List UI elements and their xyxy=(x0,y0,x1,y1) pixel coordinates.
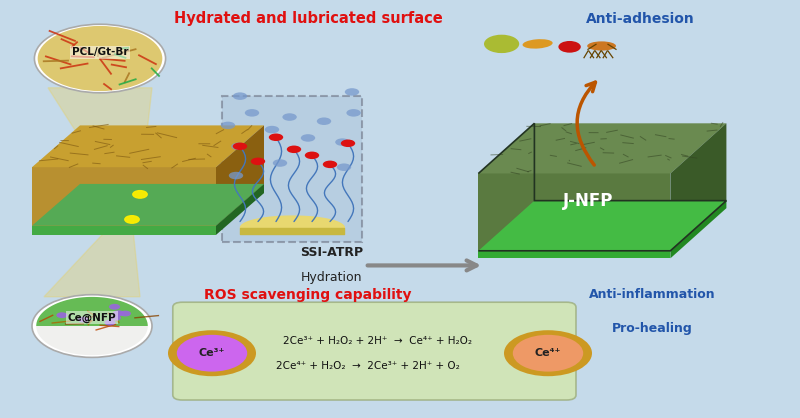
Text: Ce⁴⁺: Ce⁴⁺ xyxy=(535,348,561,358)
Circle shape xyxy=(265,126,279,133)
Circle shape xyxy=(120,311,131,316)
Text: Hydrated and lubricated surface: Hydrated and lubricated surface xyxy=(174,11,442,26)
Circle shape xyxy=(245,109,259,117)
FancyBboxPatch shape xyxy=(173,302,576,400)
Circle shape xyxy=(229,172,243,179)
Circle shape xyxy=(34,24,166,93)
Circle shape xyxy=(335,138,350,146)
Polygon shape xyxy=(32,125,264,167)
Circle shape xyxy=(177,335,247,372)
Polygon shape xyxy=(478,251,670,258)
Text: Ce@NFP: Ce@NFP xyxy=(68,313,116,323)
Circle shape xyxy=(484,35,519,53)
Circle shape xyxy=(345,88,359,96)
Polygon shape xyxy=(241,216,345,228)
Text: 2Ce⁴⁺ + H₂O₂  →  2Ce³⁺ + 2H⁺ + O₂: 2Ce⁴⁺ + H₂O₂ → 2Ce³⁺ + 2H⁺ + O₂ xyxy=(276,361,460,371)
Polygon shape xyxy=(478,123,726,173)
Circle shape xyxy=(125,216,139,223)
Circle shape xyxy=(301,134,315,142)
Polygon shape xyxy=(478,201,726,251)
Circle shape xyxy=(251,158,266,165)
Polygon shape xyxy=(36,297,148,326)
Circle shape xyxy=(113,310,124,316)
Text: Pro-healing: Pro-healing xyxy=(612,321,692,335)
Polygon shape xyxy=(32,184,264,226)
Circle shape xyxy=(341,140,355,147)
Circle shape xyxy=(317,117,331,125)
Circle shape xyxy=(337,163,351,171)
Circle shape xyxy=(38,26,162,91)
Polygon shape xyxy=(32,226,216,235)
Circle shape xyxy=(231,143,246,150)
Circle shape xyxy=(221,122,235,129)
Circle shape xyxy=(273,159,287,167)
Circle shape xyxy=(110,315,121,321)
Ellipse shape xyxy=(522,39,553,48)
Circle shape xyxy=(168,330,256,376)
Polygon shape xyxy=(44,194,140,297)
Polygon shape xyxy=(670,201,726,258)
Circle shape xyxy=(78,316,89,322)
Polygon shape xyxy=(216,184,264,235)
Circle shape xyxy=(233,92,247,100)
Circle shape xyxy=(346,109,361,117)
Circle shape xyxy=(504,330,592,376)
Text: Anti-adhesion: Anti-adhesion xyxy=(586,12,694,26)
Polygon shape xyxy=(48,88,152,219)
Text: Hydration: Hydration xyxy=(302,271,362,285)
Circle shape xyxy=(233,143,247,150)
Text: ROS scavenging capability: ROS scavenging capability xyxy=(204,288,412,302)
Circle shape xyxy=(104,320,115,326)
Polygon shape xyxy=(670,123,726,251)
Text: Anti-inflammation: Anti-inflammation xyxy=(589,288,715,301)
Circle shape xyxy=(269,133,283,141)
Circle shape xyxy=(32,295,152,357)
Circle shape xyxy=(323,161,338,168)
Text: PCL/Gt-Br: PCL/Gt-Br xyxy=(72,47,128,57)
Circle shape xyxy=(56,312,67,318)
Text: 2Ce³⁺ + H₂O₂ + 2H⁺  →  Ce⁴⁺ + H₂O₂: 2Ce³⁺ + H₂O₂ + 2H⁺ → Ce⁴⁺ + H₂O₂ xyxy=(283,336,472,346)
Circle shape xyxy=(513,335,583,372)
Circle shape xyxy=(109,304,120,310)
Circle shape xyxy=(558,41,581,53)
FancyArrowPatch shape xyxy=(577,82,595,165)
Polygon shape xyxy=(216,125,264,226)
Text: SSI-ATRP: SSI-ATRP xyxy=(301,246,363,260)
Circle shape xyxy=(305,152,319,159)
Polygon shape xyxy=(478,173,670,251)
Circle shape xyxy=(133,191,147,198)
Polygon shape xyxy=(36,326,148,355)
Circle shape xyxy=(287,145,302,153)
Circle shape xyxy=(282,113,297,121)
Text: J-NFP: J-NFP xyxy=(563,191,613,210)
Polygon shape xyxy=(32,167,216,226)
Text: Ce³⁺: Ce³⁺ xyxy=(199,348,225,358)
Ellipse shape xyxy=(587,41,616,51)
FancyBboxPatch shape xyxy=(222,96,362,242)
